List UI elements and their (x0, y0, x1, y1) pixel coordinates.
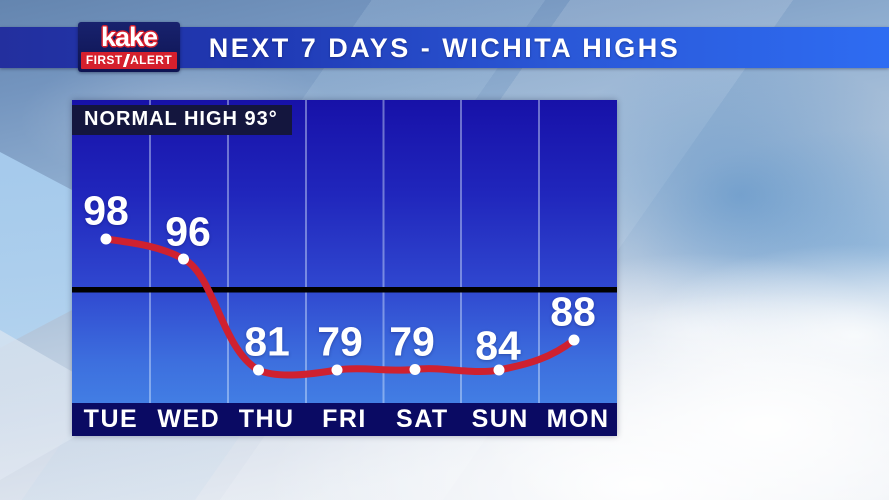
page-title: NEXT 7 DAYS - WICHITA HIGHS (208, 33, 681, 63)
day-label-thu: THU (238, 405, 295, 433)
first-alert-banner: FIRST ALERT (81, 52, 177, 69)
kake-first-alert-logo: kake FIRST ALERT (78, 22, 180, 72)
first-label: FIRST (85, 53, 123, 67)
temp-label-mon: 88 (550, 288, 596, 335)
kake-brand-text: kake (100, 22, 158, 52)
normal-high-reference-line (72, 287, 617, 293)
temp-label-wed: 96 (165, 208, 211, 255)
temp-label-sat: 79 (389, 318, 435, 365)
data-point-markers (100, 233, 580, 376)
day-label-fri: FRI (322, 405, 367, 433)
day-label-sun: SUN (471, 405, 529, 433)
temp-label-fri: 79 (317, 318, 363, 365)
temp-label-sun: 84 (475, 322, 521, 369)
alert-label: ALERT (130, 53, 173, 67)
vertical-gridlines (149, 100, 540, 403)
temp-label-thu: 81 (244, 318, 290, 365)
day-label-mon: MON (546, 405, 610, 433)
normal-high-label: NORMAL HIGH 93° (72, 105, 292, 135)
day-label-tue: TUE (83, 405, 139, 433)
slash-divider (122, 54, 130, 67)
day-label-wed: WED (157, 405, 221, 433)
temp-label-tue: 98 (83, 187, 129, 234)
forecast-line-chart (72, 100, 617, 403)
day-label-sat: SAT (396, 405, 449, 433)
day-axis-bar: TUE WED THU FRI SAT SUN MON (72, 403, 617, 436)
forecast-chart-panel: NORMAL HIGH 93° 98 96 81 79 79 84 88 TUE… (72, 100, 617, 436)
